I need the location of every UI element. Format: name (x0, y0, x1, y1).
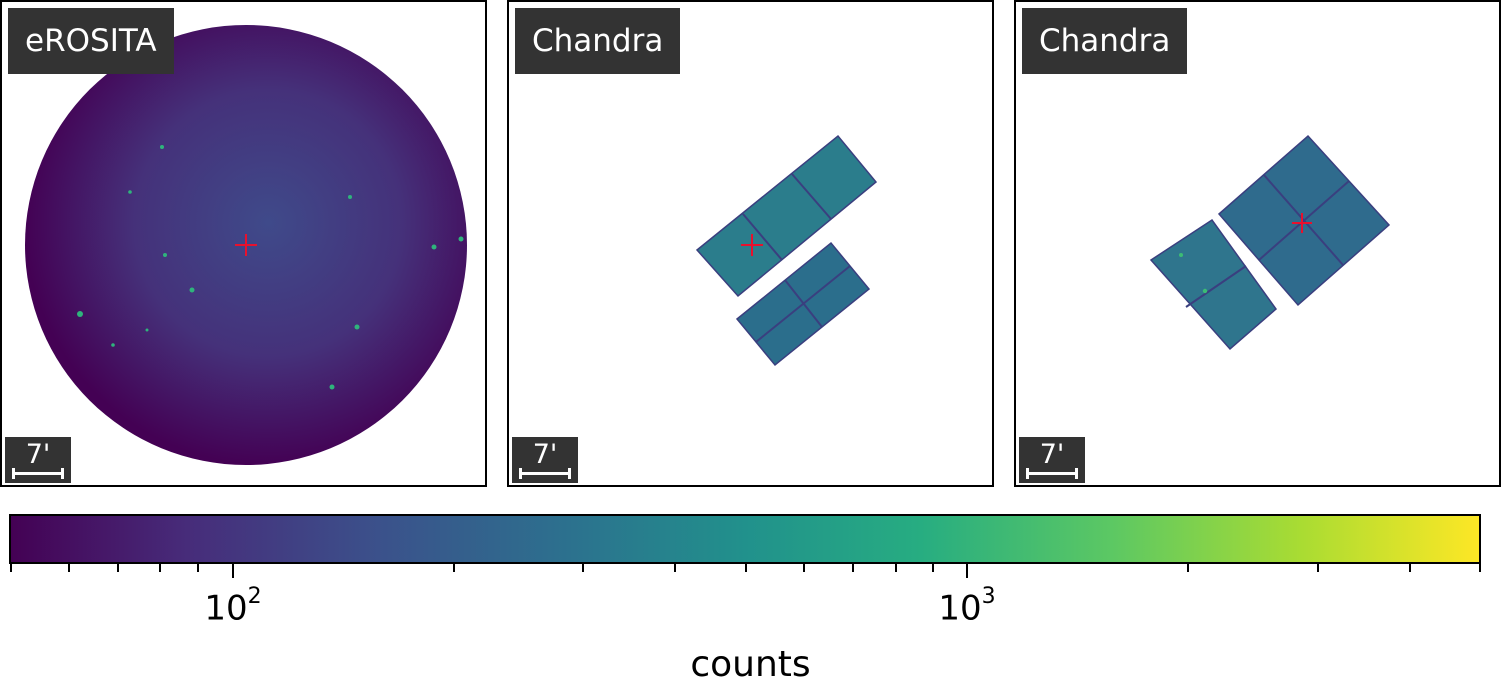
chandra-panel-2: Chandra 7' (1014, 0, 1501, 487)
colorbar (9, 514, 1481, 564)
scale-bar-line (12, 472, 64, 475)
scale-bar-label: 7' (532, 439, 558, 470)
colorbar-tick-label: 102 (204, 584, 262, 629)
colorbar-label: counts (690, 644, 811, 685)
scale-bar: 7' (512, 437, 578, 483)
target-marker (235, 234, 257, 256)
scale-bar-tick (1026, 468, 1029, 479)
scale-bar-line (1026, 472, 1078, 475)
scale-bar-tick (568, 468, 571, 479)
colorbar-tick-label: 103 (938, 584, 996, 629)
chandra-image-2 (1149, 134, 1391, 351)
erosita-image (25, 25, 467, 465)
chandra-panel-1: Chandra 7' (507, 0, 994, 487)
target-marker (741, 234, 763, 256)
scale-bar-tick (61, 468, 64, 479)
scale-bar: 7' (5, 437, 71, 483)
scale-bar-tick (12, 468, 15, 479)
scale-bar: 7' (1019, 437, 1085, 483)
scale-bar-line (519, 472, 571, 475)
scale-bar-tick (519, 468, 522, 479)
scale-bar-label: 7' (25, 439, 51, 470)
panel-label: Chandra (515, 8, 681, 74)
panel-label: eROSITA (8, 8, 174, 74)
chandra-image-1 (695, 134, 878, 367)
scale-bar-label: 7' (1039, 439, 1065, 470)
erosita-panel: eROSITA 7' (0, 0, 487, 487)
ccd-array-right (1217, 134, 1391, 307)
ccd-array-lower (735, 241, 871, 367)
erosita-sources (77, 145, 464, 390)
ccd-array-upper (695, 134, 878, 298)
panel-label: Chandra (1022, 8, 1188, 74)
target-marker (1292, 213, 1312, 233)
scale-bar-tick (1075, 468, 1078, 479)
ccd-array-left (1149, 218, 1278, 351)
